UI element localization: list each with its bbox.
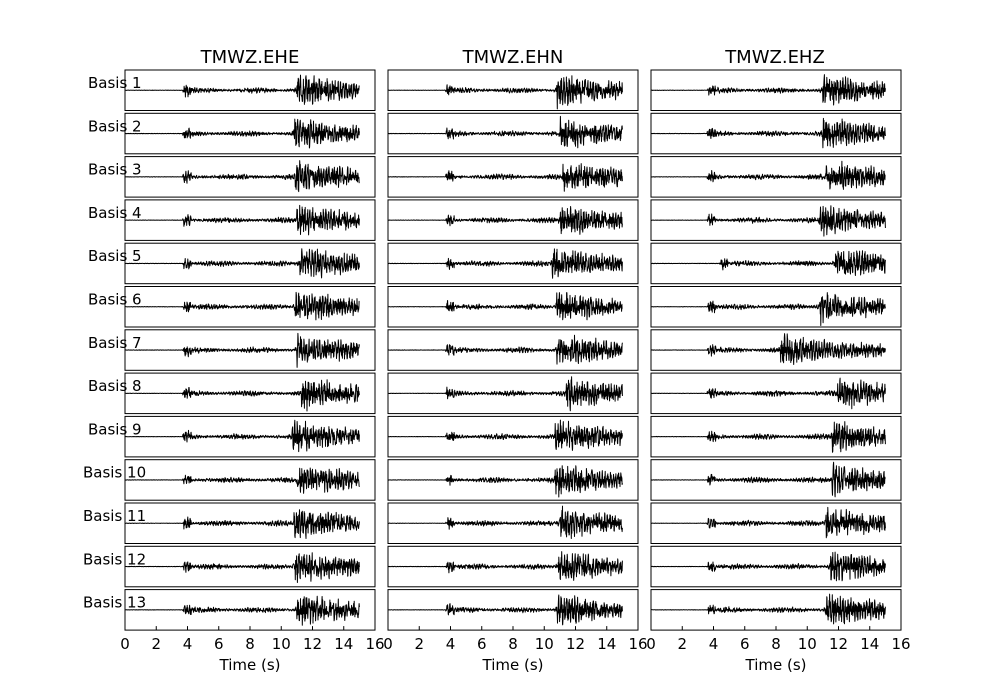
trace-tmwz-ehz-basis-9: [650, 421, 886, 453]
trace-tmwz-ehn-basis-10: [387, 465, 623, 498]
trace-tmwz-ehz-basis-1: [650, 74, 886, 106]
trace-tmwz-ehz-basis-10: [650, 461, 886, 498]
row-label-basis-3: Basis 3: [88, 161, 142, 179]
column-title-ehn: TMWZ.EHN: [462, 47, 564, 68]
x-tick-label: 10: [535, 635, 554, 653]
x-tick-label: 10: [272, 635, 291, 653]
trace-tmwz-ehe-basis-8: [124, 379, 360, 412]
x-axis-label: Time (s): [219, 656, 281, 674]
trace-tmwz-ehn-basis-12: [387, 551, 623, 581]
x-tick-label: 16: [891, 635, 910, 653]
trace-tmwz-ehz-basis-11: [650, 506, 886, 539]
trace-tmwz-ehe-basis-13: [124, 595, 360, 626]
row-label-basis-4: Basis 4: [88, 204, 142, 222]
trace-tmwz-ehn-basis-6: [387, 292, 623, 321]
x-tick-label: 2: [151, 635, 161, 653]
x-tick-label: 6: [214, 635, 224, 653]
trace-tmwz-ehn-basis-1: [387, 75, 623, 110]
x-tick-label: 0: [120, 635, 130, 653]
column-titles: TMWZ.EHE TMWZ.EHN TMWZ.EHZ: [200, 47, 825, 68]
x-tick-label: 8: [245, 635, 255, 653]
trace-tmwz-ehe-basis-6: [124, 291, 360, 321]
trace-tmwz-ehz-basis-6: [650, 292, 886, 326]
trace-tmwz-ehn-basis-3: [387, 163, 623, 192]
x-tick-label: 14: [334, 635, 353, 653]
x-tick-label: 10: [798, 635, 817, 653]
row-label-basis-1: Basis 1: [88, 74, 142, 92]
x-tick-label: 4: [183, 635, 193, 653]
x-tick-label: 6: [740, 635, 750, 653]
trace-tmwz-ehz-basis-5: [650, 250, 886, 276]
x-tick-label: 12: [303, 635, 322, 653]
trace-tmwz-ehe-basis-11: [124, 509, 360, 539]
trace-tmwz-ehe-basis-2: [124, 118, 360, 149]
row-label-basis-11: Basis 11: [83, 507, 146, 525]
x-tick-label: 14: [860, 635, 879, 653]
trace-tmwz-ehn-basis-7: [387, 334, 623, 365]
x-tick-label: 2: [677, 635, 687, 653]
column-title-ehe: TMWZ.EHE: [200, 47, 300, 68]
x-tick-label: 8: [508, 635, 518, 653]
row-label-basis-8: Basis 8: [88, 377, 142, 395]
trace-tmwz-ehe-basis-3: [124, 160, 360, 193]
trace-tmwz-ehn-basis-9: [387, 419, 623, 451]
trace-tmwz-ehz-basis-8: [650, 377, 886, 410]
row-label-basis-12: Basis 12: [83, 550, 146, 568]
row-label-basis-2: Basis 2: [88, 117, 142, 135]
column-title-ehz: TMWZ.EHZ: [724, 47, 825, 68]
x-tick-label: 8: [771, 635, 781, 653]
row-label-basis-6: Basis 6: [88, 291, 142, 309]
x-tick-label: 4: [709, 635, 719, 653]
x-tick-label: 16: [365, 635, 384, 653]
trace-tmwz-ehz-basis-12: [650, 551, 886, 582]
trace-tmwz-ehe-basis-12: [124, 552, 360, 583]
trace-tmwz-ehz-basis-4: [650, 205, 886, 237]
x-tick-label: 12: [566, 635, 585, 653]
row-label-basis-5: Basis 5: [88, 247, 142, 265]
x-tick-label: 0: [383, 635, 393, 653]
trace-tmwz-ehn-basis-4: [387, 206, 623, 235]
trace-tmwz-ehz-basis-13: [650, 593, 886, 625]
row-label-basis-7: Basis 7: [88, 334, 142, 352]
trace-tmwz-ehe-basis-7: [124, 332, 360, 368]
x-axes: 0 2 4 6 8 10 12 14 16 Time (s) 0 2 4 6 8 10 12 14 16 Time (…: [120, 626, 911, 674]
trace-tmwz-ehn-basis-5: [387, 248, 623, 279]
x-tick-label: 12: [829, 635, 848, 653]
x-tick-label: 0: [646, 635, 656, 653]
trace-tmwz-ehe-basis-5: [124, 248, 360, 279]
x-axis-label: Time (s): [482, 656, 544, 674]
trace-tmwz-ehn-basis-8: [387, 376, 623, 412]
row-label-basis-9: Basis 9: [88, 420, 142, 438]
trace-tmwz-ehe-basis-9: [124, 419, 360, 453]
trace-tmwz-ehz-basis-7: [650, 333, 886, 365]
trace-tmwz-ehn-basis-2: [387, 115, 623, 149]
row-labels: Basis 1 Basis 2 Basis 3 Basis 4 Basis 5 Basis…: [83, 74, 146, 612]
trace-tmwz-ehz-basis-3: [650, 160, 886, 190]
trace-tmwz-ehe-basis-1: [124, 74, 360, 105]
x-tick-label: 2: [414, 635, 424, 653]
trace-tmwz-ehz-basis-2: [650, 117, 886, 149]
x-tick-label: 16: [628, 635, 647, 653]
trace-tmwz-ehn-basis-11: [387, 505, 623, 539]
row-label-basis-13: Basis 13: [83, 594, 146, 612]
trace-lines: [124, 74, 886, 626]
trace-tmwz-ehn-basis-13: [387, 594, 623, 626]
x-axis-label: Time (s): [745, 656, 807, 674]
trace-tmwz-ehe-basis-4: [124, 204, 360, 236]
x-tick-label: 6: [477, 635, 487, 653]
x-tick-label: 14: [597, 635, 616, 653]
x-tick-label: 4: [446, 635, 456, 653]
trace-tmwz-ehe-basis-10: [124, 467, 360, 494]
row-label-basis-10: Basis 10: [83, 464, 146, 482]
